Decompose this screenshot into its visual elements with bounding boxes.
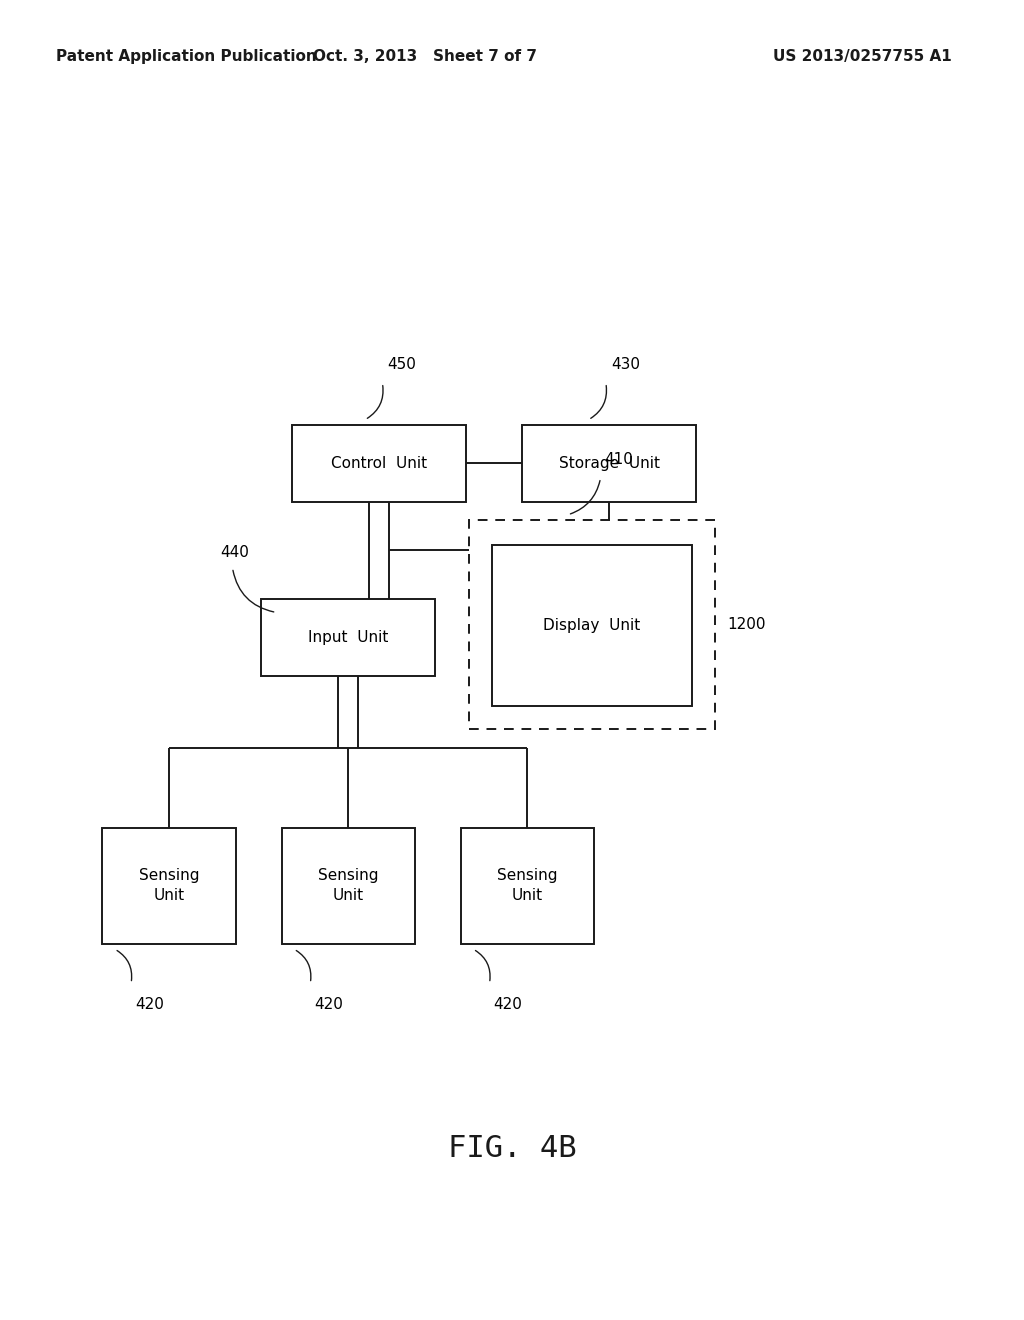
Bar	[461, 828, 594, 944]
Text: Sensing
Unit: Sensing Unit	[138, 869, 200, 903]
Text: FIG. 4B: FIG. 4B	[447, 1134, 577, 1163]
Text: Sensing
Unit: Sensing Unit	[317, 869, 379, 903]
Text: US 2013/0257755 A1: US 2013/0257755 A1	[773, 49, 952, 65]
Text: Storage  Unit: Storage Unit	[559, 455, 659, 471]
Text: 1200: 1200	[727, 616, 766, 632]
Bar	[292, 425, 466, 502]
Text: Input  Unit: Input Unit	[308, 630, 388, 645]
Bar	[492, 545, 692, 706]
Bar	[282, 828, 415, 944]
Text: Patent Application Publication: Patent Application Publication	[56, 49, 317, 65]
Text: Oct. 3, 2013   Sheet 7 of 7: Oct. 3, 2013 Sheet 7 of 7	[313, 49, 537, 65]
Text: Display  Unit: Display Unit	[544, 618, 640, 634]
Text: Control  Unit: Control Unit	[331, 455, 427, 471]
Text: 440: 440	[220, 545, 249, 560]
Text: Sensing
Unit: Sensing Unit	[497, 869, 558, 903]
Text: 420: 420	[135, 997, 164, 1011]
Bar	[469, 520, 715, 729]
Bar	[522, 425, 696, 502]
Bar	[261, 599, 435, 676]
Text: 450: 450	[387, 358, 417, 372]
Text: 430: 430	[611, 358, 640, 372]
Bar	[102, 828, 236, 944]
Text: 410: 410	[604, 453, 634, 467]
Text: 420: 420	[314, 997, 343, 1011]
Text: 420: 420	[494, 997, 522, 1011]
